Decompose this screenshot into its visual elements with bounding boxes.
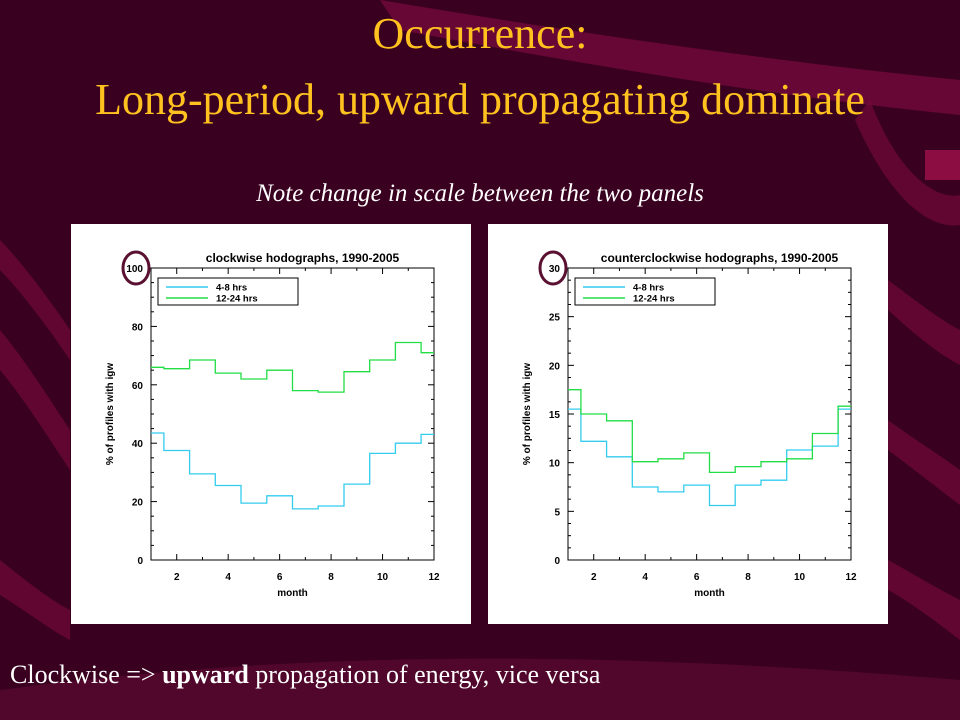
counterclockwise-chart: counterclockwise hodographs, 1990-2005 0 5… [522,250,857,599]
slide-title-line1: Occurrence: [372,9,588,58]
x-tick-label: 6 [694,572,700,583]
counterclockwise-chart-panel: counterclockwise hodographs, 1990-2005 0 5… [488,224,888,624]
y-tick-label: 10 [549,459,561,470]
plot-frame [150,267,435,561]
caption-emphasis: upward [162,660,249,689]
legend-label: 4-8 hrs [633,283,664,294]
x-tick-label: 2 [174,572,180,583]
slide-caption: Clockwise => upward propagation of energ… [10,660,600,690]
y-tick-label: 15 [549,410,561,421]
series-line-4-8-hrs [151,432,434,510]
x-tick-label: 4 [642,572,648,583]
highlight-circle [121,250,151,286]
y-axis-label: % of profiles with igw [105,363,116,465]
y-tick-label: 5 [554,507,560,518]
highlight-circle [538,250,568,286]
series-line-12-24-hrs [151,341,434,393]
legend-box [574,277,716,306]
clockwise-chart-panel: clockwise hodographs, 1990-2005 0 20 40 60 80… [71,224,471,624]
y-tick-label: 0 [137,556,143,567]
legend-box [157,277,299,306]
scale-note: Note change in scale between the two pan… [256,180,704,207]
legend-label: 12-24 hrs [216,294,258,305]
y-tick-label: 60 [132,381,144,392]
y-tick-label: 100 [126,264,143,275]
y-tick-label: 30 [549,264,561,275]
caption-text-end: propagation of energy, vice versa [248,660,601,689]
x-tick-label: 12 [845,572,857,583]
y-tick-label: 20 [549,361,561,372]
legend-label: 4-8 hrs [216,283,247,294]
y-tick-label: 80 [132,322,144,333]
chart-title: counterclockwise hodographs, 1990-2005 [601,251,839,265]
x-tick-label: 6 [277,572,283,583]
series-line-12-24-hrs [568,389,851,474]
x-tick-label: 2 [591,572,597,583]
x-tick-label: 10 [377,572,389,583]
chart-title: clockwise hodographs, 1990-2005 [206,251,400,265]
x-tick-label: 12 [428,572,440,583]
x-tick-label: 10 [794,572,806,583]
y-tick-label: 0 [554,556,560,567]
caption-text-start: Clockwise => [10,660,163,689]
x-tick-label: 8 [328,572,334,583]
clockwise-chart: clockwise hodographs, 1990-2005 0 20 40 60 80… [105,250,440,599]
x-axis-label: month [694,588,725,599]
y-tick-label: 20 [132,498,144,509]
x-tick-label: 4 [225,572,231,583]
slide-title-line2: Long-period, upward propagating dominate [95,75,865,124]
y-axis-label: % of profiles with igw [522,363,533,465]
x-axis-label: month [277,588,308,599]
legend-label: 12-24 hrs [633,294,675,305]
y-tick-label: 25 [549,313,561,324]
x-tick-label: 8 [745,572,751,583]
y-tick-label: 40 [132,439,144,450]
plot-frame [567,267,852,561]
